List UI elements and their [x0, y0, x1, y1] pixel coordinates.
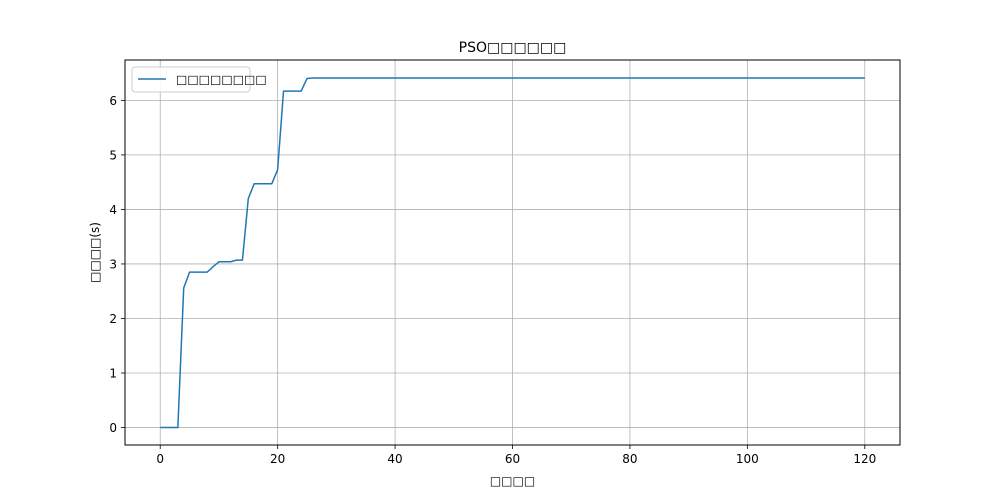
legend-box [131, 66, 251, 93]
y-tick-label: 5 [109, 148, 117, 162]
x-tick-label: 40 [387, 452, 402, 466]
chart-title: PSO□□□□□□ [459, 40, 567, 56]
x-tick-label: 20 [270, 452, 285, 466]
y-tick-label: 0 [109, 421, 117, 435]
series-layer [160, 77, 865, 429]
x-tick-label: 0 [156, 452, 164, 466]
y-tick-label: 2 [109, 312, 117, 326]
y-tick-label: 3 [109, 257, 117, 271]
y-axis-label: □□□□(s) [88, 222, 102, 283]
y-tick-label: 1 [109, 367, 117, 381]
legend-label: □□□□□□□□ [176, 73, 267, 87]
legend: □□□□□□□□ [131, 66, 267, 93]
x-axis-label: □□□□ [490, 474, 535, 488]
series-line [160, 77, 865, 429]
grid [125, 60, 900, 445]
x-tick-label: 60 [505, 452, 520, 466]
x-tick-label: 100 [736, 452, 759, 466]
x-tick-label: 120 [853, 452, 876, 466]
axes: 0 20 40 60 80 100 120 0 1 2 3 4 5 6 [109, 94, 876, 466]
y-tick-label: 4 [109, 203, 117, 217]
y-tick-label: 6 [109, 94, 117, 108]
x-tick-label: 80 [622, 452, 637, 466]
